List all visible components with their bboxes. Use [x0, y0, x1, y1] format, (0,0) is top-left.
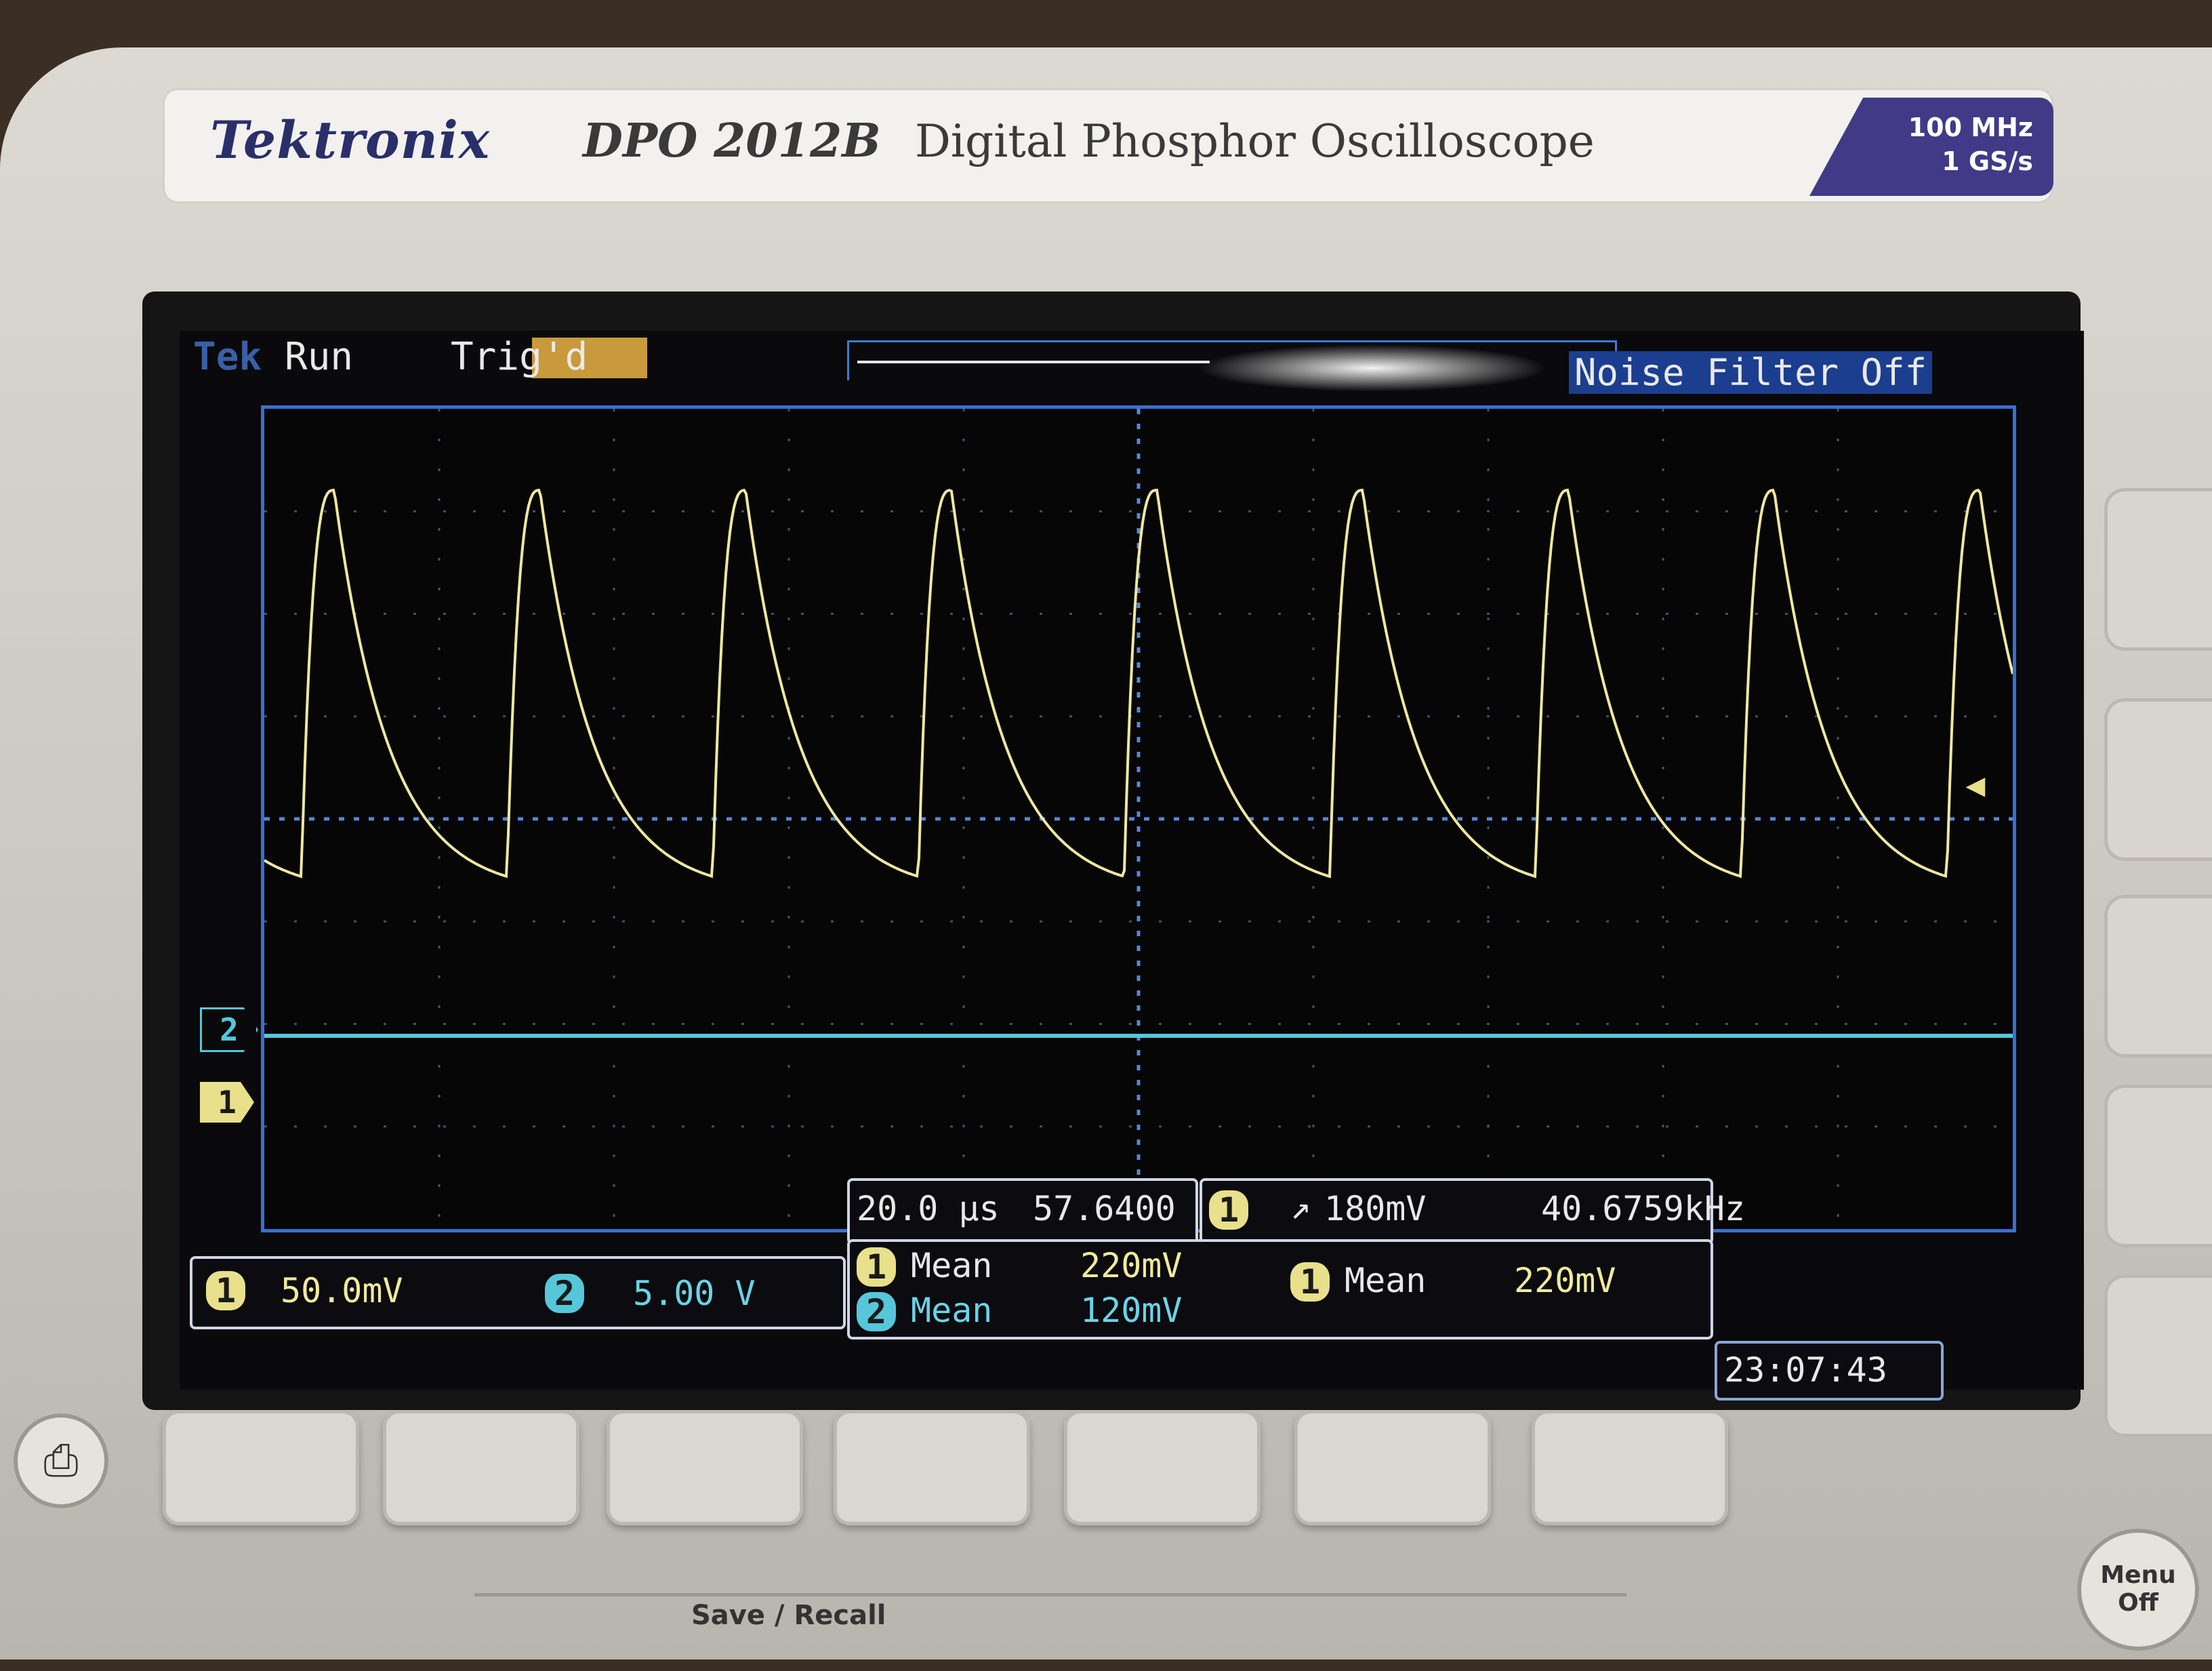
timebase-readout[interactable]: 20.0 µs 57.6400 µs	[847, 1178, 1198, 1268]
measurement-1-chip: 1	[857, 1247, 897, 1287]
measurement-readout[interactable]: 1 Mean 220mV 2 Mean 120mV 1 Mean 220mV	[847, 1239, 1713, 1340]
tek-logo: Tek	[193, 335, 262, 379]
bandwidth-spec: 100 MHz	[1908, 113, 2033, 142]
side-menu-button-2[interactable]	[2104, 698, 2212, 861]
ch1-waveform	[264, 488, 2013, 879]
bottom-menu-button-6[interactable]	[1294, 1410, 1491, 1525]
trigger-frequency: 40.6759kHz	[1541, 1189, 1746, 1228]
bottom-menu-button-1[interactable]	[163, 1410, 359, 1525]
side-menu-button-1[interactable]	[2104, 488, 2212, 651]
rising-edge-icon: ↗	[1290, 1188, 1311, 1227]
measurement-1-value: 220mV	[1080, 1246, 1183, 1285]
clock-readout: 23:07:43	[1715, 1341, 1944, 1401]
ch2-volts-per-div: 5.00 V	[633, 1274, 756, 1313]
trigger-level: 180mV	[1324, 1189, 1427, 1228]
brand-logo: Tektronix	[210, 110, 491, 170]
noise-filter-status: Noise Filter Off	[1569, 351, 1933, 394]
print-button[interactable]: ⎙	[14, 1413, 108, 1508]
ch2-chip: 2	[545, 1274, 585, 1313]
save-recall-label: Save / Recall	[691, 1600, 886, 1631]
measurement-2-chip: 2	[857, 1292, 897, 1331]
measurement-2-value: 120mV	[1080, 1291, 1183, 1330]
spec-badge: 100 MHz 1 GS/s	[1809, 98, 2053, 196]
model-description: Digital Phosphor Oscilloscope	[915, 115, 1595, 167]
ch1-chip: 1	[206, 1271, 246, 1310]
save-recall-divider	[474, 1593, 1626, 1671]
bottom-menu-button-4[interactable]	[834, 1410, 1030, 1525]
measurement-3-type: Mean	[1345, 1261, 1427, 1300]
ch2-offset-marker[interactable]: 2	[200, 1007, 258, 1052]
model-number: DPO 2012B	[583, 114, 881, 168]
acquisition-state: Run	[285, 335, 354, 379]
bottom-menu-button-3[interactable]	[607, 1410, 803, 1525]
side-menu-button-3[interactable]	[2104, 895, 2212, 1058]
side-menu-button-4[interactable]	[2104, 1085, 2212, 1247]
menu-off-label-line2: Off	[2118, 1589, 2158, 1617]
printer-icon: ⎙	[43, 1436, 79, 1486]
time-per-div: 20.0 µs	[857, 1189, 1000, 1228]
trigger-readout[interactable]: 1 ↗ 180mV 40.6759kHz	[1200, 1178, 1745, 1245]
record-view-window	[857, 361, 1210, 363]
menu-off-label-line1: Menu	[2100, 1561, 2176, 1589]
graticule	[261, 405, 2016, 1232]
screen-glare	[1196, 344, 1549, 392]
ch1-volts-per-div: 50.0mV	[281, 1271, 403, 1310]
scope-display: Tek Run Trig'd Noise Filter Off 2 1 ◀ 1 …	[180, 331, 2084, 1401]
sample-rate-spec: 1 GS/s	[1942, 146, 2033, 176]
bottom-menu-button-5[interactable]	[1064, 1410, 1261, 1525]
bottom-menu-button-2[interactable]	[383, 1410, 579, 1525]
ch1-offset-marker[interactable]: 1	[200, 1082, 254, 1123]
measurement-3-chip: 1	[1290, 1262, 1330, 1302]
graticule-grid	[264, 409, 2013, 1229]
trigger-source-chip: 1	[1209, 1190, 1249, 1230]
measurement-2-type: Mean	[911, 1291, 993, 1330]
model-label-plate: Tektronix DPO 2012B Digital Phosphor Osc…	[163, 88, 2053, 203]
menu-off-button[interactable]: Menu Off	[2077, 1529, 2199, 1651]
measurement-3-value: 220mV	[1514, 1261, 1616, 1300]
bottom-menu-button-7[interactable]	[1532, 1410, 1728, 1525]
measurement-1-type: Mean	[911, 1246, 993, 1285]
waveform-canvas	[264, 409, 2013, 1229]
trigger-state: Trig'd	[451, 335, 588, 379]
side-menu-button-5[interactable]	[2104, 1274, 2212, 1437]
channel-scale-readout[interactable]: 1 50.0mV 2 5.00 V	[190, 1256, 846, 1329]
trigger-level-marker[interactable]: ◀	[1965, 766, 1986, 804]
trigger-state-highlight	[532, 338, 647, 378]
clock-time: 23:07:43	[1724, 1350, 1887, 1390]
